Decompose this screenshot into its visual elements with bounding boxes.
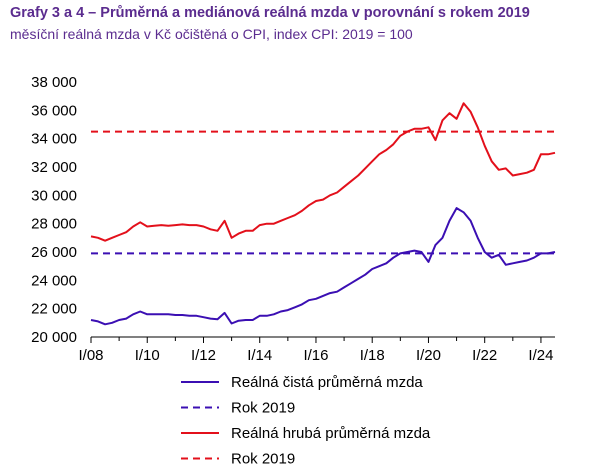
y-tick-label: 32 000 <box>31 159 77 176</box>
gross-wage-line <box>90 102 556 242</box>
net-wage-line <box>90 207 556 326</box>
y-tick-label: 36 000 <box>31 102 77 119</box>
legend-label: Rok 2019 <box>231 400 295 417</box>
x-tick-label: I/24 <box>528 347 553 364</box>
x-tick-label: I/08 <box>78 347 103 364</box>
x-tick-label: I/22 <box>472 347 497 364</box>
x-tick-label: I/12 <box>191 347 216 364</box>
chart-subtitle: měsíční reálná mzda v Kč očištěná o CPI,… <box>10 26 413 42</box>
legend-label: Rok 2019 <box>231 451 295 468</box>
chart-title: Grafy 3 a 4 – Průměrná a mediánová reáln… <box>10 5 530 21</box>
y-tick-label: 38 000 <box>31 74 77 91</box>
x-tick-label: I/10 <box>135 347 160 364</box>
x-tick-label: I/18 <box>360 347 385 364</box>
y-tick-label: 20 000 <box>31 329 77 346</box>
y-tick-label: 34 000 <box>31 131 77 148</box>
y-tick-label: 26 000 <box>31 244 77 261</box>
x-tick-label: I/16 <box>303 347 328 364</box>
y-tick-label: 22 000 <box>31 301 77 318</box>
legend-label: Reálná hrubá průměrná mzda <box>231 425 431 442</box>
x-tick-label: I/14 <box>247 347 272 364</box>
y-tick-label: 24 000 <box>31 272 77 289</box>
y-tick-label: 28 000 <box>31 216 77 233</box>
y-tick-label: 30 000 <box>31 187 77 204</box>
x-tick-label: I/20 <box>416 347 441 364</box>
legend-label: Reálná čistá průměrná mzda <box>231 374 423 391</box>
